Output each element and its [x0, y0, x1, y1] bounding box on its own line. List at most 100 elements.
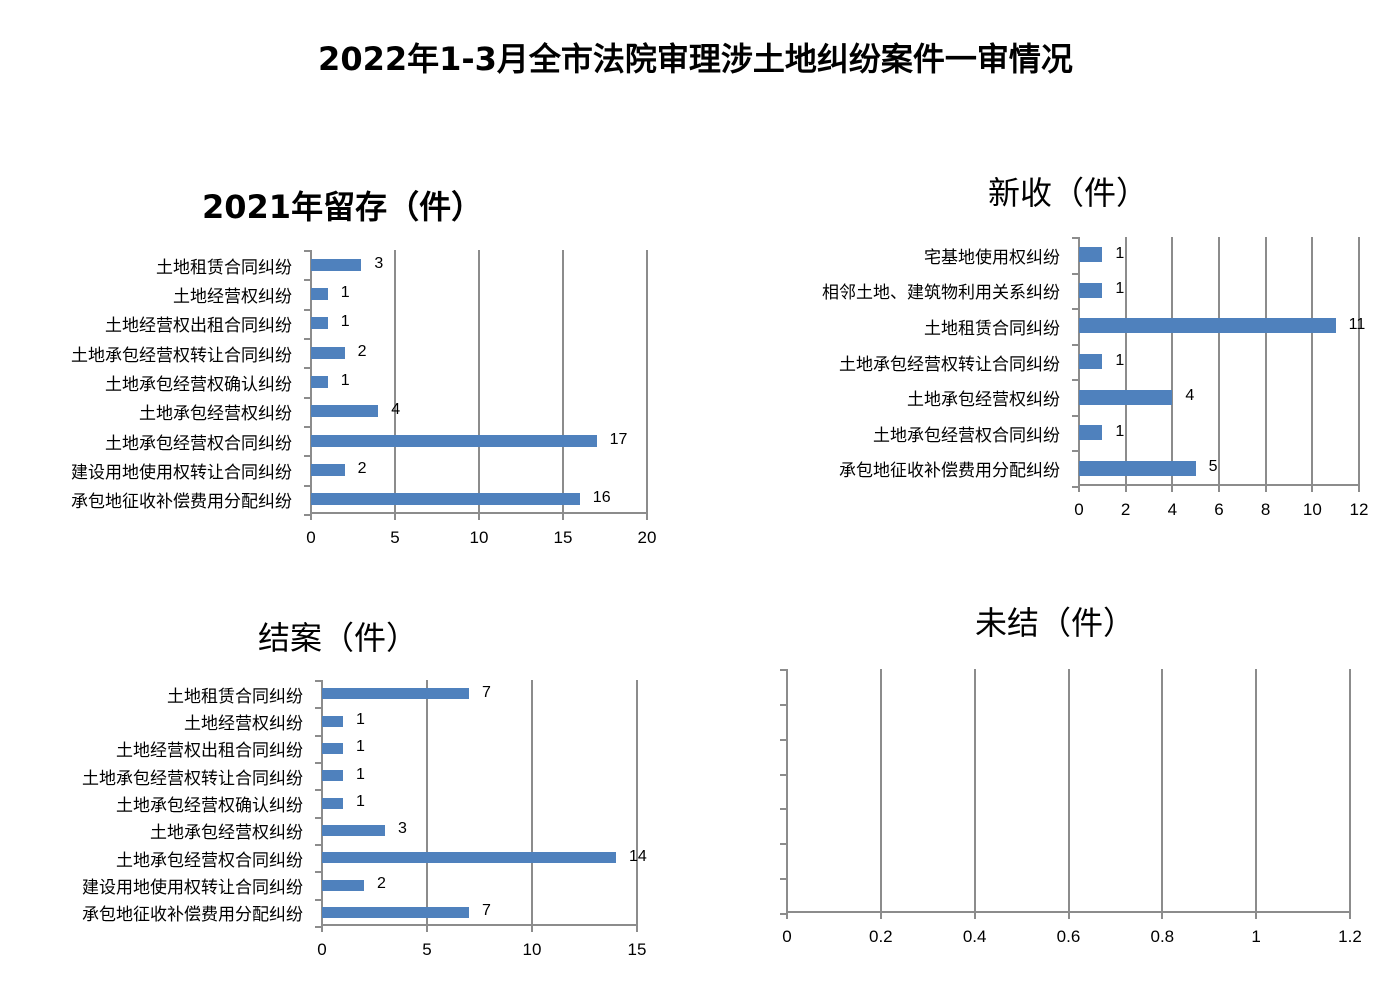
data-label: 7: [482, 902, 491, 920]
data-label: 1: [340, 372, 350, 389]
y-tick: [304, 514, 310, 516]
x-tick-label: 1: [1251, 927, 1261, 946]
category-label: 承包地征收补偿费用分配纠纷: [82, 905, 303, 926]
data-label: 1: [1115, 422, 1125, 440]
category-label: 承包地征收补偿费用分配纠纷: [839, 461, 1060, 482]
data-label: 1: [340, 313, 350, 331]
y-tick: [315, 707, 321, 710]
gridline: [1311, 237, 1314, 486]
category-label: 土地租赁合同纠纷: [924, 318, 1060, 339]
gridline: [646, 250, 648, 514]
y-tick: [315, 898, 321, 901]
y-tick: [315, 816, 321, 819]
category-label: 土地承包经营权确认纠纷: [105, 375, 292, 395]
bar: [311, 405, 379, 418]
y-tick: [304, 279, 310, 282]
bar: [322, 797, 343, 809]
chart-title: 结案（件）: [258, 619, 419, 657]
plot-area: 0 5 10 15 20 土地租赁合同纠纷 3 土地经营权纠纷 1 土地经营权出租合同纠纷 1 土地承…: [71, 250, 656, 547]
plot-area: 0 2 4 6 8 10 12 宅基地使用权纠纷 1 相邻土地、建筑物利用关系纠纷 1 土地租赁合同纠…: [822, 237, 1368, 519]
x-axis: [310, 512, 646, 514]
y-tick: [1072, 272, 1078, 275]
x-tick: [394, 514, 396, 520]
category-label: 土地承包经营权转让合同纠纷: [839, 354, 1060, 375]
y-tick: [304, 455, 310, 458]
gridline: [531, 680, 533, 926]
gridline: [1171, 237, 1174, 486]
data-label: 17: [609, 430, 628, 448]
category-label: 建设用地使用权转让合同纠纷: [71, 463, 292, 483]
gridline: [636, 680, 638, 926]
x-tick: [973, 913, 976, 919]
y-tick: [315, 926, 321, 928]
x-tick: [879, 913, 882, 919]
x-tick: [426, 926, 428, 932]
x-tick: [1255, 913, 1258, 919]
gridline: [1161, 669, 1164, 913]
x-tick-label: 0: [317, 940, 327, 959]
bar: [311, 317, 328, 330]
x-tick-label: 0.2: [869, 927, 893, 946]
x-tick-label: 10: [469, 528, 489, 547]
bar: [311, 493, 580, 506]
plot-area: 0 0.2 0.4 0.6 0.8 1 1.2: [780, 669, 1362, 946]
data-label: 11: [1348, 315, 1366, 333]
y-tick: [315, 844, 321, 846]
x-tick: [1264, 486, 1267, 492]
y-tick: [1072, 343, 1078, 346]
plot-area: 0 5 10 15 土地租赁合同纠纷 7 土地经营权纠纷 1 土地经营权出租合同纠纷 1 土地承包经…: [82, 680, 647, 959]
main-title: 2022年1-3月全市法院审理涉土地纠纷案件一审情况: [318, 40, 1073, 78]
bar: [322, 688, 469, 700]
x-tick: [1161, 913, 1164, 919]
gridline: [1255, 669, 1258, 913]
x-tick: [1067, 913, 1070, 919]
bar: [1079, 389, 1173, 405]
category-label: 土地承包经营权确认纠纷: [116, 796, 303, 816]
data-label: 3: [398, 820, 407, 838]
gridline: [1218, 237, 1220, 486]
category-label: 土地承包经营权合同纠纷: [116, 850, 303, 871]
category-label: 宅基地使用权纠纷: [924, 247, 1060, 268]
x-tick-label: 0: [782, 927, 792, 946]
y-tick: [315, 734, 321, 737]
bar: [1079, 282, 1103, 298]
x-tick: [1358, 486, 1360, 492]
data-label: 14: [629, 847, 647, 865]
x-tick: [531, 926, 533, 932]
y-tick: [1072, 450, 1078, 453]
data-label: 1: [356, 793, 365, 810]
category-label: 土地承包经营权合同纠纷: [873, 425, 1060, 446]
data-label: 1: [340, 284, 350, 301]
data-label: 5: [1208, 458, 1218, 476]
x-tick-label: 5: [390, 528, 400, 547]
y-tick: [315, 680, 321, 682]
data-label: 1: [1115, 280, 1125, 298]
gridline: [973, 669, 976, 913]
x-tick: [1078, 486, 1080, 492]
x-tick-label: 0: [306, 528, 316, 547]
gridline: [394, 250, 396, 514]
x-tick-label: 20: [637, 528, 657, 547]
category-label: 土地经营权纠纷: [173, 287, 292, 307]
bar: [311, 434, 597, 447]
data-label: 1: [356, 738, 365, 756]
category-label: 土地承包经营权转让合同纠纷: [71, 345, 292, 366]
data-label: 4: [1185, 387, 1195, 405]
y-tick: [304, 367, 310, 370]
x-tick-label: 6: [1214, 500, 1224, 519]
category-label: 土地承包经营权纠纷: [907, 390, 1060, 411]
gridline: [426, 680, 428, 926]
bar: [322, 906, 469, 918]
y-tick: [780, 669, 786, 671]
data-label: 7: [482, 683, 491, 701]
gridline: [562, 250, 564, 514]
y-tick: [780, 773, 786, 776]
bar: [1079, 354, 1103, 369]
x-tick-label: 0.6: [1056, 927, 1081, 946]
bar: [311, 376, 328, 388]
x-tick: [562, 514, 564, 520]
data-label: 1: [1115, 244, 1125, 262]
bar: [311, 288, 328, 300]
gridline: [478, 250, 480, 514]
y-tick: [1072, 237, 1078, 239]
